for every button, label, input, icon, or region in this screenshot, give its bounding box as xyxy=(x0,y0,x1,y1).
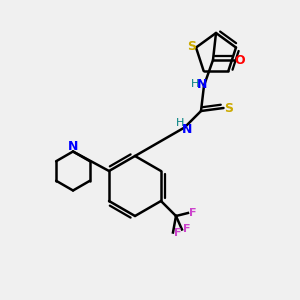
Text: S: S xyxy=(187,40,196,52)
Text: N: N xyxy=(197,77,208,91)
Text: F: F xyxy=(174,227,181,238)
Text: O: O xyxy=(234,53,245,67)
Text: F: F xyxy=(189,208,196,218)
Text: F: F xyxy=(183,224,190,235)
Text: N: N xyxy=(182,122,192,136)
Text: H: H xyxy=(176,118,184,128)
Text: N: N xyxy=(68,140,78,154)
Text: S: S xyxy=(224,101,233,115)
Text: H: H xyxy=(191,79,199,89)
